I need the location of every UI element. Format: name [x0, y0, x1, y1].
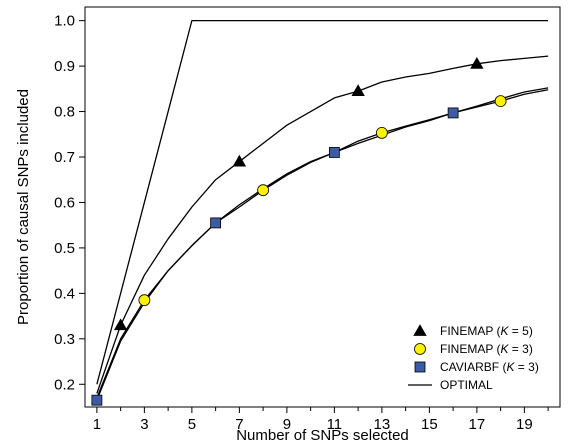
data-point-series-1	[138, 294, 151, 307]
series-line-3	[96, 19, 549, 385]
data-point-series-2	[91, 394, 103, 406]
y-axis-label: Proportion of causal SNPs included	[15, 89, 32, 325]
data-point-series-0	[470, 57, 484, 69]
series-line-2	[96, 87, 549, 401]
x-tick-label: 3	[140, 416, 148, 433]
y-tick-label: 0.6	[54, 194, 75, 211]
x-tick-label: 9	[283, 416, 291, 433]
legend-label: CAVIARBF (K = 3)	[440, 360, 539, 374]
series-markers	[91, 57, 507, 406]
y-tick-label: 0.9	[54, 58, 75, 75]
x-tick-label: 15	[421, 416, 438, 433]
data-point-series-1	[375, 127, 388, 139]
x-axis: 1 3 5 7 9 11 13 15 17 19	[93, 407, 549, 433]
y-tick-label: 0.5	[54, 240, 75, 257]
x-axis-label: Number of SNPs selected	[236, 427, 409, 444]
data-point-series-2	[447, 107, 459, 119]
legend-swatch	[414, 343, 426, 355]
y-tick-label: 1.0	[54, 13, 75, 30]
legend-label: FINEMAP (K = 3)	[440, 342, 533, 356]
plot-frame	[84, 6, 561, 408]
y-tick-label: 0.3	[54, 331, 75, 348]
data-point-series-2	[210, 217, 222, 229]
legend: FINEMAP (K = 5) FINEMAP (K = 3) CAVIARBF (…	[408, 324, 539, 392]
data-point-series-0	[351, 84, 365, 96]
data-point-series-1	[257, 184, 270, 197]
x-tick-label: 7	[235, 416, 243, 433]
x-tick-label: 17	[469, 416, 486, 433]
y-axis: 0.2 0.3 0.4 0.5 0.6 0.7 0.8 0.9 1.0	[54, 13, 85, 393]
y-tick-label: 0.8	[54, 104, 75, 121]
y-tick-label: 0.2	[54, 376, 75, 393]
x-tick-label: 19	[516, 416, 533, 433]
y-tick-label: 0.7	[54, 149, 75, 166]
data-point-series-1	[494, 95, 507, 107]
legend-label: FINEMAP (K = 5)	[440, 324, 533, 338]
x-tick-label: 13	[374, 416, 391, 433]
data-point-series-0	[232, 154, 247, 167]
x-tick-label: 1	[93, 416, 101, 433]
x-tick-label: 11	[327, 416, 343, 433]
data-point-series-2	[328, 147, 340, 158]
legend-label: OPTIMAL	[440, 378, 493, 392]
plot-border	[84, 6, 561, 408]
x-tick-label: 5	[188, 416, 196, 433]
legend-swatch	[414, 361, 426, 373]
data-point-series-0	[113, 318, 128, 331]
legend-swatch	[413, 324, 427, 336]
y-tick-label: 0.4	[54, 285, 75, 302]
